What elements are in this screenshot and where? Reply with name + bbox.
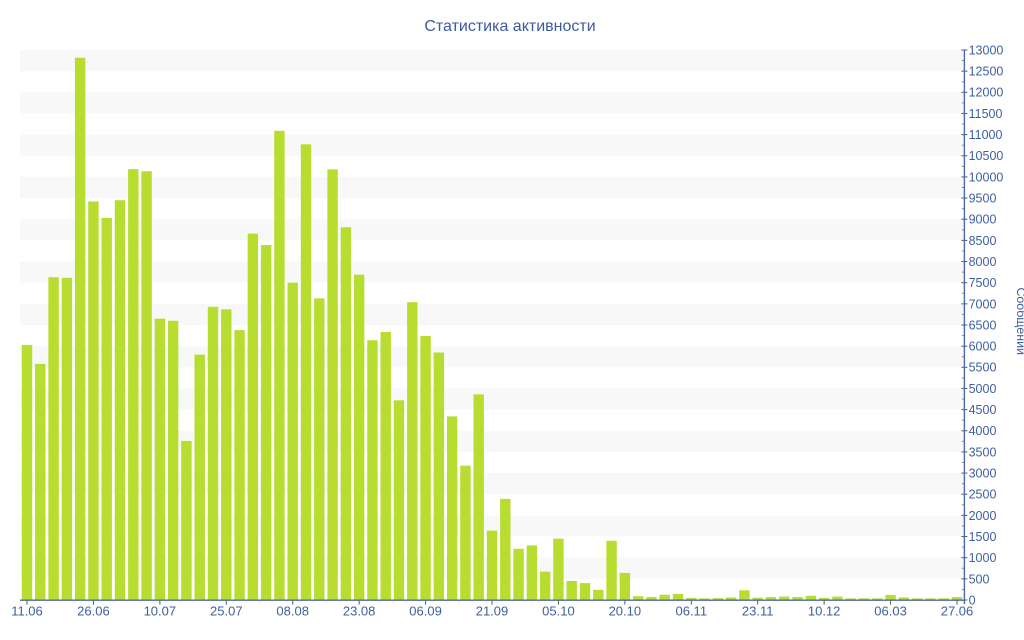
svg-text:6000: 6000 <box>969 340 997 354</box>
svg-text:21.09: 21.09 <box>476 603 509 618</box>
svg-text:1500: 1500 <box>969 530 997 544</box>
svg-text:0: 0 <box>969 593 976 607</box>
svg-text:8500: 8500 <box>969 234 997 248</box>
svg-text:10.12: 10.12 <box>808 603 841 618</box>
svg-text:5500: 5500 <box>969 361 997 375</box>
svg-text:12500: 12500 <box>969 65 1004 79</box>
svg-text:Сообщений: Сообщений <box>1014 287 1024 355</box>
svg-text:7000: 7000 <box>969 297 997 311</box>
svg-text:20.10: 20.10 <box>609 603 642 618</box>
svg-text:26.06: 26.06 <box>77 603 110 618</box>
svg-text:06.11: 06.11 <box>675 603 707 618</box>
svg-text:4000: 4000 <box>969 424 997 438</box>
svg-text:13000: 13000 <box>969 43 1004 57</box>
svg-text:9000: 9000 <box>969 213 997 227</box>
svg-text:500: 500 <box>969 572 990 586</box>
svg-text:4500: 4500 <box>969 403 997 417</box>
svg-text:11.06: 11.06 <box>11 603 43 618</box>
svg-text:10000: 10000 <box>969 170 1004 184</box>
svg-text:10.07: 10.07 <box>144 603 177 618</box>
svg-text:2500: 2500 <box>969 488 997 502</box>
svg-text:8000: 8000 <box>969 255 997 269</box>
svg-text:Статистика активности: Статистика активности <box>424 18 595 35</box>
svg-text:05.10: 05.10 <box>542 603 575 618</box>
svg-text:10500: 10500 <box>969 149 1004 163</box>
svg-text:7500: 7500 <box>969 276 997 290</box>
svg-text:06.09: 06.09 <box>409 603 442 618</box>
svg-text:23.08: 23.08 <box>343 603 376 618</box>
svg-text:5000: 5000 <box>969 382 997 396</box>
svg-text:08.08: 08.08 <box>276 603 309 618</box>
svg-text:9500: 9500 <box>969 191 997 205</box>
svg-text:2000: 2000 <box>969 509 997 523</box>
svg-text:27.06: 27.06 <box>941 603 974 618</box>
svg-text:3000: 3000 <box>969 466 997 480</box>
svg-text:3500: 3500 <box>969 445 997 459</box>
svg-text:06.03: 06.03 <box>874 603 907 618</box>
svg-text:6500: 6500 <box>969 318 997 332</box>
svg-text:23.11: 23.11 <box>742 603 774 618</box>
svg-text:11500: 11500 <box>969 107 1003 121</box>
svg-text:12000: 12000 <box>969 86 1004 100</box>
svg-text:11000: 11000 <box>969 128 1003 142</box>
svg-text:25.07: 25.07 <box>210 603 243 618</box>
svg-text:1000: 1000 <box>969 551 997 565</box>
